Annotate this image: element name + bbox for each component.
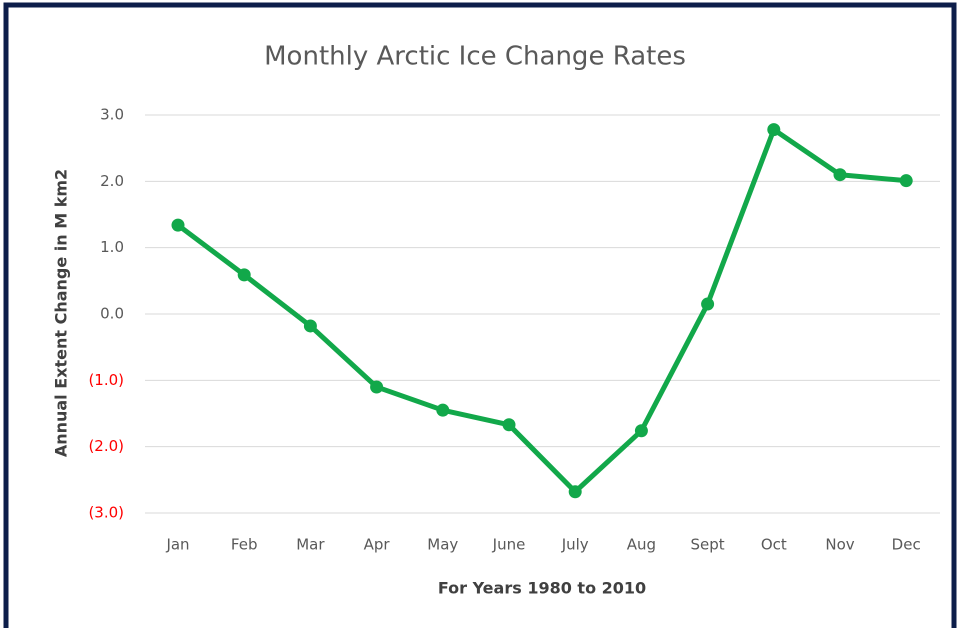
chart-title: Monthly Arctic Ice Change Rates: [264, 42, 686, 72]
y-tick-label: 3.0: [100, 106, 124, 124]
data-point: [767, 123, 781, 137]
data-line: [176, 127, 907, 495]
x-tick-label: Jan: [165, 536, 189, 554]
x-tick-label: Oct: [761, 536, 787, 554]
data-point: [568, 485, 582, 499]
x-tick-label: July: [561, 536, 589, 554]
x-axis-title: For Years 1980 to 2010: [438, 579, 646, 598]
x-tick-label: Dec: [892, 536, 921, 554]
x-tick-label: June: [492, 536, 526, 554]
data-point: [833, 168, 847, 182]
data-point: [634, 424, 648, 438]
y-tick-label: (3.0): [88, 504, 124, 522]
x-tick-label: Apr: [364, 536, 391, 554]
data-point: [502, 418, 516, 432]
x-tick-label: Aug: [627, 536, 656, 554]
data-point: [303, 319, 317, 333]
frame: [3, 2, 957, 628]
y-tick-label: (1.0): [88, 371, 124, 389]
data-point: [899, 174, 913, 188]
x-tick-label: Nov: [825, 536, 854, 554]
data-point: [171, 218, 185, 232]
data-point: [237, 268, 251, 282]
x-tick-label: Mar: [296, 536, 325, 554]
y-tick-label: 0.0: [100, 305, 124, 323]
x-tick-label: Feb: [231, 536, 258, 554]
y-tick-label: (2.0): [88, 437, 124, 455]
x-tick-label: May: [427, 536, 458, 554]
data-point: [701, 297, 715, 311]
data-point: [436, 403, 450, 417]
y-tick-label: 2.0: [100, 172, 124, 190]
y-tick-label: 1.0: [100, 238, 124, 256]
x-tick-label: Sept: [691, 536, 725, 554]
y-axis-title: Annual Extent Change in M km2: [52, 169, 71, 457]
data-point: [370, 380, 384, 394]
